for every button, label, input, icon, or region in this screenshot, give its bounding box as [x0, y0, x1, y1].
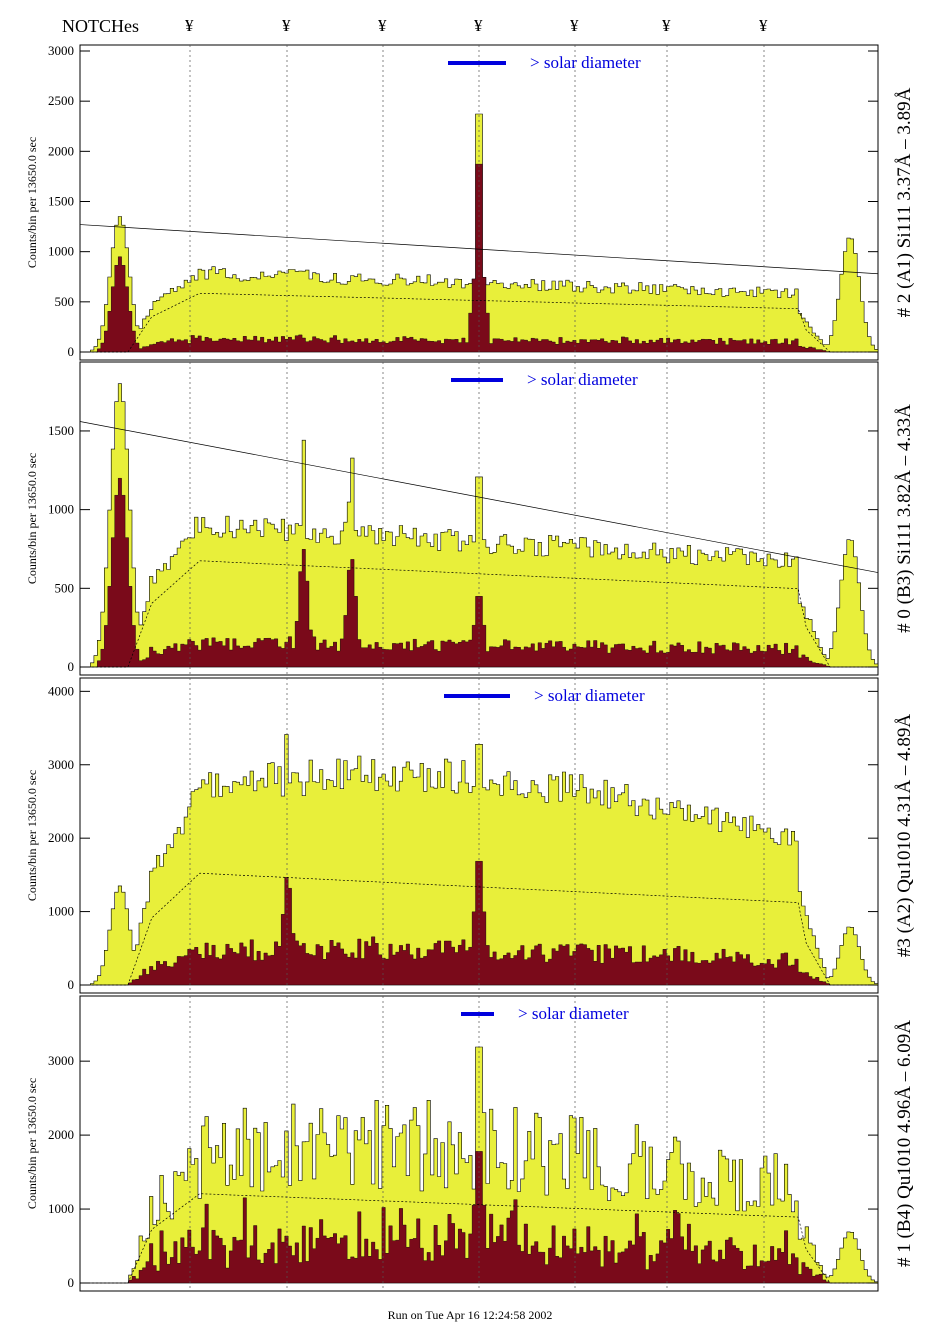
y-tick-label: 0	[68, 344, 75, 359]
y-axis-label: Counts/bin per 13650.0 sec	[25, 770, 39, 901]
y-tick-label: 1000	[48, 502, 74, 517]
notch-marker: ¥	[759, 16, 768, 35]
y-tick-label: 500	[55, 580, 75, 595]
solar-diameter-label: > solar diameter	[534, 686, 645, 705]
model-curve	[80, 872, 878, 986]
solar-diameter-label: > solar diameter	[527, 370, 638, 389]
background-counts-histogram	[80, 478, 878, 668]
notch-marker: ¥	[378, 16, 387, 35]
y-tick-label: 1000	[48, 904, 74, 919]
solar-diameter-label: > solar diameter	[518, 1004, 629, 1023]
chart-panel-1: 0 500 1000 1500 Counts/bin per 13650.0 sec # …	[25, 361, 915, 676]
panel-title: #3 (A2) Qu1010 4.31Å – 4.89Å	[894, 714, 915, 958]
y-tick-label: 500	[55, 294, 75, 309]
model-curve	[80, 1193, 878, 1284]
y-tick-label: 1500	[48, 194, 74, 209]
y-tick-label: 1000	[48, 1201, 74, 1216]
run-timestamp: Run on Tue Apr 16 12:24:58 2002	[387, 1308, 553, 1322]
y-tick-label: 0	[68, 977, 75, 992]
chart-panel-0: 0 500 1000 1500 2000 2500 3000 Counts/bin per 1…	[25, 43, 915, 361]
y-tick-label: 4000	[48, 683, 74, 698]
notch-marker: ¥	[474, 16, 483, 35]
model-curve	[80, 292, 878, 353]
notches-title: NOTCHes	[62, 16, 139, 36]
y-axis-label: Counts/bin per 13650.0 sec	[25, 137, 39, 268]
model-curve	[80, 560, 878, 668]
notch-marker: ¥	[662, 16, 671, 35]
y-tick-label: 1000	[48, 244, 74, 259]
notch-marker: ¥	[570, 16, 579, 35]
notch-marker: ¥	[185, 16, 194, 35]
y-tick-label: 0	[68, 1275, 75, 1290]
y-tick-label: 1500	[48, 423, 74, 438]
panel-title: # 2 (A1) Si111 3.37Å – 3.89Å	[894, 87, 915, 317]
fit-line	[79, 224, 879, 275]
y-tick-label: 3000	[48, 43, 74, 58]
y-tick-label: 2000	[48, 830, 74, 845]
chart-panel-2: 0 1000 2000 3000 4000 Counts/bin per 13650.0 …	[25, 677, 915, 994]
solar-diameter-label: > solar diameter	[530, 53, 641, 72]
y-tick-label: 3000	[48, 1053, 74, 1068]
panel-title: # 1 (B4) Qu1010 4.96Å – 6.09Å	[894, 1020, 915, 1267]
y-axis-label: Counts/bin per 13650.0 sec	[25, 453, 39, 584]
y-tick-label: 0	[68, 659, 75, 674]
background-counts-histogram	[80, 163, 878, 353]
notch-marker: ¥	[282, 16, 291, 35]
total-counts-histogram	[80, 383, 879, 668]
y-tick-label: 2500	[48, 93, 74, 108]
chart-panel-3: 0 1000 2000 3000 Counts/bin per 13650.0 sec #…	[25, 995, 915, 1292]
y-tick-label: 3000	[48, 757, 74, 772]
y-axis-label: Counts/bin per 13650.0 sec	[25, 1078, 39, 1209]
y-tick-label: 2000	[48, 1127, 74, 1142]
y-tick-label: 2000	[48, 143, 74, 158]
panel-title: # 0 (B3) Si111 3.82Å – 4.33Å	[894, 404, 915, 633]
